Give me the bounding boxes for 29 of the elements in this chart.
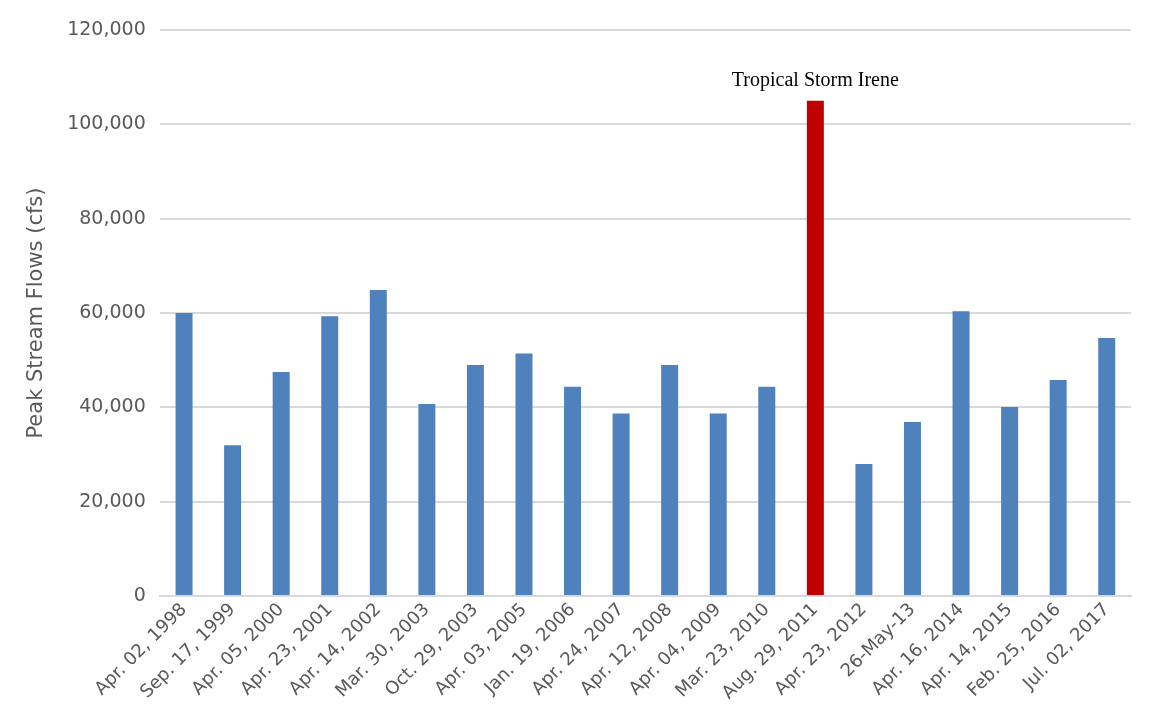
y-tick-label: 120,000 xyxy=(67,16,146,39)
y-tick-label: 20,000 xyxy=(79,488,146,511)
bar xyxy=(709,413,727,596)
bar xyxy=(1049,380,1067,596)
y-axis-title: Peak Stream Flows (cfs) xyxy=(23,187,48,439)
bar xyxy=(806,100,824,596)
y-tick-label: 80,000 xyxy=(79,205,146,228)
bar xyxy=(515,353,533,596)
bar xyxy=(758,386,776,596)
bar xyxy=(612,413,630,596)
bar xyxy=(952,311,970,596)
bar xyxy=(175,313,193,596)
bar xyxy=(1098,338,1116,596)
bar xyxy=(855,464,873,596)
bar xyxy=(903,422,921,596)
bar xyxy=(564,386,582,596)
annotation: Tropical Storm Irene xyxy=(731,68,899,92)
y-tick-label: 0 xyxy=(133,583,146,606)
bar xyxy=(466,364,484,596)
y-tick-label: 100,000 xyxy=(67,111,146,134)
bar xyxy=(1001,406,1019,596)
bar xyxy=(369,289,387,596)
y-tick-label: 40,000 xyxy=(79,394,146,417)
bar xyxy=(272,372,290,596)
bar xyxy=(661,364,679,596)
y-tick-label: 60,000 xyxy=(79,299,146,322)
bar xyxy=(321,316,339,596)
bar xyxy=(224,445,242,596)
bar xyxy=(418,404,436,596)
